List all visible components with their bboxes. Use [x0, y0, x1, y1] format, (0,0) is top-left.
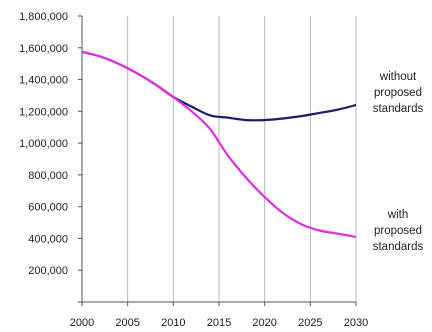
series-label-without-line-3: standards — [373, 103, 424, 115]
y-tick-label: 1,800,000 — [19, 11, 68, 23]
series-lines — [81, 50, 357, 238]
x-tick-label: 2020 — [252, 317, 276, 329]
x-tick-label: 2000 — [70, 317, 94, 329]
series-label-without-line-2: proposed — [374, 87, 422, 99]
y-tick-label: 800,000 — [28, 170, 68, 182]
y-tick-label: 1,400,000 — [19, 75, 68, 87]
x-tick-label: 2015 — [207, 317, 231, 329]
grid-lines — [127, 16, 357, 302]
series-label-with-line-1: with — [387, 209, 408, 221]
y-axis-ticks: 200,000 400,000 600,000 800,000 1,000,000 1,2… — [19, 11, 82, 303]
series-label-with-line-3: standards — [373, 241, 424, 253]
x-tick-label: 2010 — [161, 317, 185, 329]
y-tick-label: 1,000,000 — [19, 138, 68, 150]
series-label-without-line-1: without — [379, 71, 417, 83]
y-tick-label: 600,000 — [28, 202, 68, 214]
y-tick-label: 1,200,000 — [19, 106, 68, 118]
x-tick-label: 2005 — [115, 317, 139, 329]
y-tick-label: 400,000 — [28, 233, 68, 245]
series-line-with-standards — [81, 50, 357, 238]
y-tick-label: 1,600,000 — [19, 43, 68, 55]
series-label-with-line-2: proposed — [374, 225, 422, 237]
x-axis-ticks: 2000 2005 2010 2015 2020 2025 2030 — [70, 302, 368, 329]
x-tick-label: 2025 — [298, 317, 322, 329]
y-tick-label: 200,000 — [28, 265, 68, 277]
x-tick-label: 2030 — [344, 317, 368, 329]
